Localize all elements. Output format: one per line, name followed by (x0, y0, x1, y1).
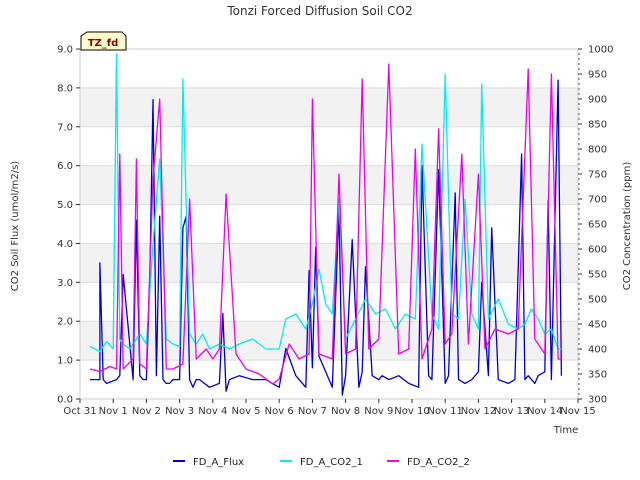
y-right-tick-label: 700 (588, 195, 607, 206)
legend-label: FD_A_CO2_2 (407, 457, 470, 468)
series-line-FD_A_Flux (90, 79, 563, 396)
y-axis-right-title: CO2 Concentration (ppm) (622, 162, 633, 291)
x-tick-label: Nov 9 (364, 406, 393, 417)
y-right-tick-label: 800 (588, 145, 607, 156)
plot-band (80, 87, 578, 127)
y-right-tick-label: 500 (588, 295, 607, 306)
x-tick-label: Nov 2 (132, 406, 161, 417)
legend: FD_A_Flux FD_A_CO2_1 FD_A_CO2_2 (173, 457, 470, 468)
x-tick-label: Nov 7 (298, 406, 327, 417)
x-tick-label: Nov 6 (265, 406, 294, 417)
site-badge-label: TZ_fd (88, 38, 119, 49)
plot-bands (80, 87, 578, 361)
plot-band (80, 165, 578, 205)
legend-label: FD_A_Flux (193, 457, 244, 468)
y-left-tick-label: 0.0 (57, 395, 73, 406)
x-tick-label: Nov 12 (461, 406, 496, 417)
y-right-tick-label: 400 (588, 345, 607, 356)
y-right-tick-label: 450 (588, 320, 607, 331)
x-tick-label: Oct 31 (63, 406, 96, 417)
y-left-tick-label: 6.0 (57, 161, 73, 172)
y-left-tick-label: 5.0 (57, 200, 73, 211)
site-badge: TZ_fd (80, 31, 127, 51)
x-tick-label: Nov 11 (427, 406, 462, 417)
plot-band (80, 321, 578, 361)
y-right-tick-label: 550 (588, 270, 607, 281)
y-axis-left-title: CO2 Soil Flux (umol/m2/s) (10, 161, 21, 291)
x-tick-label: Nov 4 (198, 406, 227, 417)
x-tick-label: Nov 10 (394, 406, 429, 417)
y-right-tick-label: 350 (588, 370, 607, 381)
series-layer (89, 53, 563, 396)
y-axis-right: 300 350 400 450 500 550 600 650 700 750 800 850 900 9… (578, 45, 613, 406)
chart-title: Tonzi Forced Diffusion Soil CO2 (226, 4, 412, 18)
x-axis: Oct 31 Nov 1 Nov 2 Nov 3 Nov 4 Nov 5 Nov 6 Nov … (63, 399, 596, 417)
y-right-tick-label: 750 (588, 170, 607, 181)
y-right-tick-label: 850 (588, 120, 607, 131)
y-left-tick-label: 4.0 (57, 239, 73, 250)
y-right-tick-label: 600 (588, 245, 607, 256)
x-tick-label: Nov 8 (331, 406, 360, 417)
y-right-tick-label: 1000 (588, 45, 613, 56)
y-right-tick-label: 300 (588, 395, 607, 406)
x-tick-label: Nov 14 (527, 406, 562, 417)
y-left-tick-label: 7.0 (57, 122, 73, 133)
y-left-tick-label: 3.0 (57, 278, 73, 289)
y-right-tick-label: 650 (588, 220, 607, 231)
y-right-tick-label: 950 (588, 70, 607, 81)
site-badge-shape (80, 31, 127, 51)
legend-label: FD_A_CO2_1 (300, 457, 363, 468)
y-left-tick-label: 2.0 (57, 317, 73, 328)
x-tick-label: Nov 13 (494, 406, 529, 417)
x-tick-label: Nov 3 (165, 406, 194, 417)
x-tick-label: Nov 15 (560, 406, 595, 417)
y-axis-left: 0.0 1.0 2.0 3.0 4.0 5.0 6.0 7.0 8.0 9.0 (57, 45, 80, 406)
series-line-FD_A_CO2_2 (89, 63, 562, 385)
series-line-FD_A_CO2_1 (89, 53, 562, 353)
y-left-tick-label: 1.0 (57, 356, 73, 367)
x-axis-title: Time (553, 425, 578, 436)
x-tick-label: Nov 1 (99, 406, 128, 417)
y-left-tick-label: 8.0 (57, 83, 73, 94)
y-left-tick-label: 9.0 (57, 45, 73, 56)
x-tick-label: Nov 5 (231, 406, 260, 417)
y-right-tick-label: 900 (588, 95, 607, 106)
